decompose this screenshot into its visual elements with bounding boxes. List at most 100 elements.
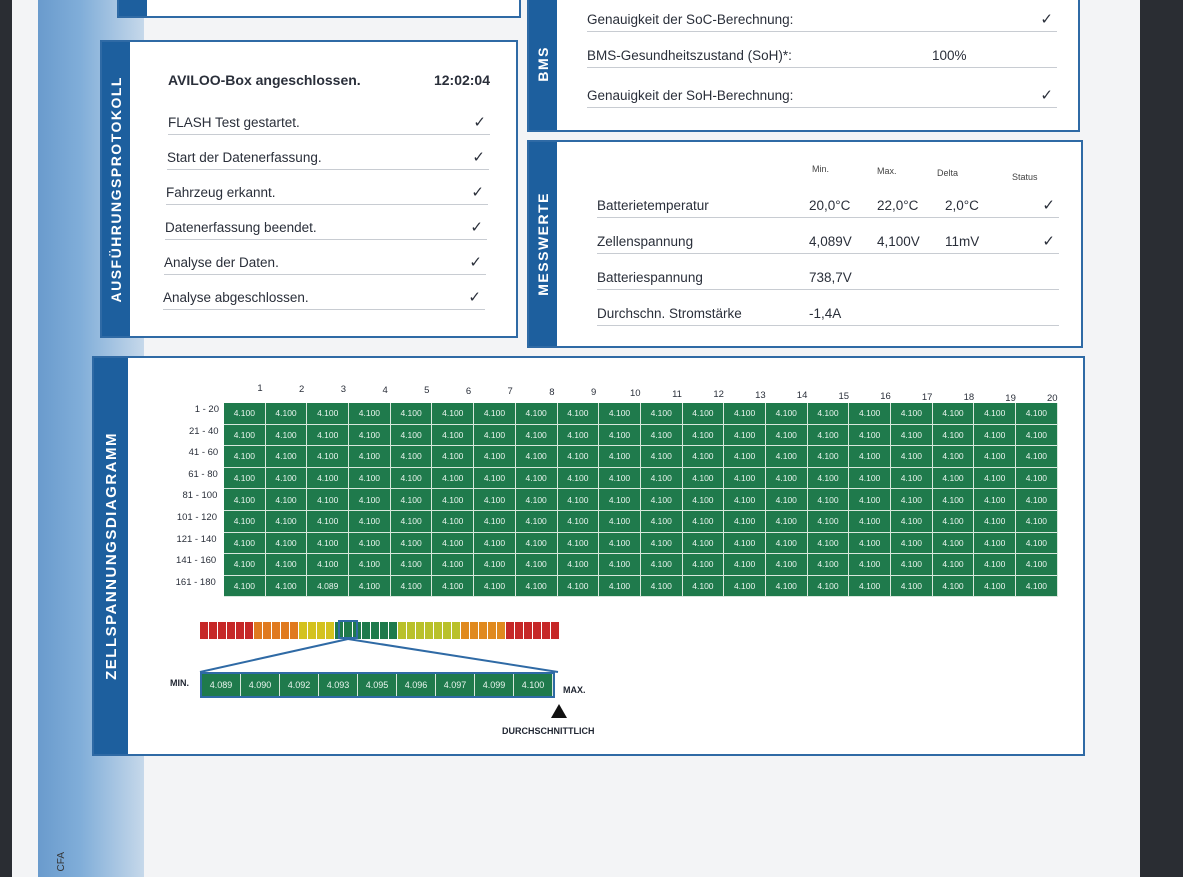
voltage-cell: 4.100	[515, 424, 558, 447]
voltage-cell: 4.100	[224, 489, 266, 511]
voltage-cell: 4.100	[1016, 575, 1058, 598]
voltage-cell: 4.100	[891, 575, 933, 598]
value-delta: 11mV	[945, 234, 980, 249]
voltage-cell: 4.100	[307, 467, 350, 490]
voltage-cell: 4.100	[640, 554, 683, 576]
protocol-row: Start der Datenerfassung. ✓	[167, 135, 489, 170]
voltage-cell: 4.100	[599, 467, 641, 490]
gradient-segment	[272, 622, 280, 639]
voltage-cell: 4.100	[932, 424, 975, 447]
voltage-cell: 4.100	[807, 467, 850, 490]
gradient-segment	[317, 622, 325, 639]
voltage-cell: 4.100	[474, 446, 516, 468]
voltage-cell: 4.100	[849, 532, 891, 555]
bms-row-label: BMS-Gesundheitszustand (SoH)*:	[587, 48, 792, 63]
voltage-cell: 4.100	[432, 575, 475, 598]
voltage-cell: 4.100	[724, 532, 766, 555]
voltage-cell: 4.100	[224, 446, 266, 468]
voltage-cell: 4.100	[807, 403, 850, 425]
voltage-cell: 4.100	[599, 554, 641, 576]
messwerte-side-tab: MESSWERTE	[529, 142, 557, 346]
voltage-cell: 4.100	[515, 403, 558, 425]
top-left-panel-partial	[117, 0, 521, 18]
column-number: 12	[713, 389, 724, 401]
gradient-segment	[245, 622, 253, 639]
check-icon: ✓	[1040, 11, 1053, 28]
row-range-label: 161 - 180	[175, 576, 216, 588]
voltage-cell: 4.100	[474, 403, 516, 425]
messwerte-title: MESSWERTE	[535, 192, 551, 296]
bar-marker	[338, 620, 358, 639]
voltage-cell: 4.100	[390, 446, 433, 468]
voltage-cell: 4.100	[682, 403, 725, 425]
value-min: -1,4A	[809, 306, 842, 321]
voltage-cell: 4.100	[557, 510, 600, 533]
gradient-segment	[371, 622, 379, 639]
protocol-row: Analyse abgeschlossen. ✓	[163, 275, 485, 310]
protocol-row: Datenerfassung beendet. ✓	[165, 205, 487, 240]
voltage-cell: 4.100	[724, 467, 766, 490]
voltage-cell: 4.100	[1016, 403, 1058, 425]
voltage-cell: 4.100	[849, 403, 891, 425]
voltage-cell: 4.100	[349, 467, 391, 490]
voltage-cell: 4.100	[640, 467, 683, 490]
scale-cell: 4.093	[319, 674, 358, 696]
column-number: 8	[549, 386, 555, 398]
bms-row: Genauigkeit der SoH-Berechnung: ✓	[587, 68, 1057, 108]
voltage-cell: 4.100	[807, 510, 850, 533]
value-min: 20,0°C	[809, 198, 851, 213]
column-number: 4	[382, 384, 388, 396]
voltage-cell: 4.100	[224, 554, 266, 576]
voltage-cell: 4.100	[557, 403, 600, 425]
voltage-cell: 4.100	[724, 575, 766, 598]
check-icon: ✓	[470, 219, 483, 236]
value-min: 4,089V	[809, 234, 852, 249]
gradient-segment	[290, 622, 298, 639]
voltage-cell: 4.100	[432, 554, 475, 576]
gradient-segment	[497, 622, 505, 639]
check-icon: ✓	[1040, 87, 1053, 104]
top-left-side-tab	[119, 0, 147, 16]
header-max: Max.	[877, 166, 897, 176]
row-range-label: 121 - 140	[176, 533, 217, 545]
voltage-cell: 4.100	[515, 532, 558, 555]
protocol-header-row: AVILOO-Box angeschlossen. 12:02:04	[168, 60, 490, 92]
bms-row-label: Genauigkeit der SoH-Berechnung:	[587, 88, 794, 103]
voltage-cell: 4.100	[849, 510, 891, 533]
row-range-label: 61 - 80	[188, 468, 218, 480]
voltage-cell: 4.100	[724, 554, 766, 576]
voltage-cell: 4.100	[307, 424, 350, 447]
voltage-cell: 4.100	[599, 424, 641, 447]
gradient-segment	[236, 622, 244, 639]
gradient-segment	[533, 622, 541, 639]
voltage-cell: 4.100	[515, 446, 558, 468]
column-number: 5	[424, 385, 430, 397]
voltage-cell: 4.100	[849, 424, 891, 447]
voltage-cell: 4.100	[307, 489, 350, 511]
voltage-cell: 4.100	[307, 554, 350, 576]
voltage-cell: 4.100	[265, 467, 308, 490]
gradient-segment	[362, 622, 370, 639]
voltage-cell: 4.100	[349, 424, 391, 447]
voltage-cell: 4.100	[640, 510, 683, 533]
header-delta: Delta	[937, 168, 959, 178]
voltage-cell: 4.100	[891, 424, 933, 447]
voltage-cell: 4.100	[682, 446, 725, 468]
voltage-cell: 4.100	[349, 446, 391, 468]
voltage-cell: 4.100	[390, 532, 433, 555]
voltage-cell: 4.100	[640, 532, 683, 555]
voltage-cell: 4.100	[349, 554, 391, 576]
voltage-cell: 4.100	[515, 575, 558, 598]
column-number: 18	[963, 392, 975, 404]
column-number: 16	[880, 391, 891, 403]
protocol-row-label: Analyse abgeschlossen.	[163, 290, 309, 305]
voltage-cell: 4.100	[265, 424, 308, 447]
voltage-cell: 4.100	[349, 532, 391, 555]
bms-panel: BMS Genauigkeit der SoC-Berechnung: ✓ BM…	[527, 0, 1080, 132]
bms-row: BMS-Gesundheitszustand (SoH)*: 100%	[587, 32, 1057, 68]
voltage-cell: 4.100	[932, 510, 975, 533]
voltage-cell: 4.100	[599, 532, 641, 555]
voltage-cell: 4.100	[474, 575, 516, 598]
voltage-cell: 4.100	[932, 575, 975, 598]
messwerte-row: Durchschn. Stromstärke -1,4A	[597, 290, 1059, 326]
